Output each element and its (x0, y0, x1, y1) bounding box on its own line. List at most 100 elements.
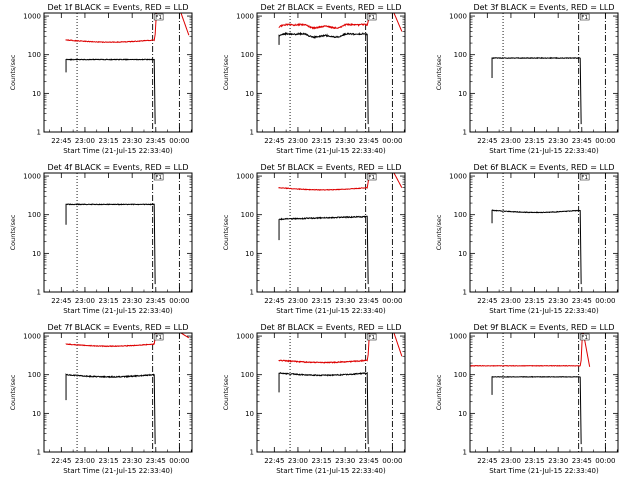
y-tick-label: 1000 (23, 333, 41, 341)
x-tick-label: 23:00 (288, 457, 308, 465)
lld-series-tail (393, 172, 403, 188)
panel-3: Det 3f BLACK = Events, RED = LLD Counts/s… (435, 3, 619, 155)
x-tick-label: 23:45 (359, 457, 379, 465)
lld-series-line (469, 332, 584, 367)
y-tick-label: 1 (37, 449, 41, 457)
panel-6: Det 6f BLACK = Events, RED = LLD Counts/s… (435, 163, 619, 315)
y-tick-label: 10 (245, 250, 254, 258)
flag-label: F1 (581, 15, 588, 21)
x-tick-label: 22:45 (51, 457, 71, 465)
x-tick-label: 23:30 (335, 297, 355, 305)
y-tick-label: 1000 (236, 333, 254, 341)
flag-box (366, 13, 377, 21)
x-axis-label: Start Time (21-Jul-15 22:33:40) (63, 147, 173, 155)
y-tick-label: 10 (245, 90, 254, 98)
panel-title: Det 7f BLACK = Events, RED = LLD (47, 323, 188, 332)
panel-title: Det 6f BLACK = Events, RED = LLD (473, 163, 614, 172)
x-tick-label: 23:30 (335, 137, 355, 145)
x-tick-label: 23:00 (288, 297, 308, 305)
flag-label: F1 (368, 335, 375, 341)
x-tick-label: 23:45 (572, 457, 592, 465)
lld-series-line (278, 172, 371, 191)
panel-title: Det 9f BLACK = Events, RED = LLD (473, 323, 614, 332)
x-tick-label: 23:15 (524, 297, 544, 305)
y-axis-label: Counts/sec (9, 214, 17, 250)
y-tick-label: 100 (28, 371, 41, 379)
x-tick-label: 23:45 (572, 297, 592, 305)
events-series-line (491, 56, 582, 125)
y-tick-label: 1 (463, 129, 467, 137)
lld-series-line (278, 12, 371, 30)
x-tick-label: 22:45 (477, 137, 497, 145)
x-tick-label: 23:15 (524, 137, 544, 145)
y-tick-label: 1 (463, 289, 467, 297)
x-tick-label: 23:45 (572, 137, 592, 145)
plot-frame (256, 12, 406, 133)
x-axis-label: Start Time (21-Jul-15 22:33:40) (63, 467, 173, 475)
x-axis-label: Start Time (21-Jul-15 22:33:40) (276, 147, 386, 155)
x-tick-label: 22:45 (264, 137, 284, 145)
x-tick-label: 23:45 (359, 297, 379, 305)
events-series-line (491, 209, 582, 285)
x-tick-label: 23:00 (288, 137, 308, 145)
panel-8: Det 8f BLACK = Events, RED = LLD Counts/s… (222, 323, 406, 475)
lld-series-line (65, 12, 158, 44)
y-tick-label: 100 (28, 51, 41, 59)
x-tick-label: 23:15 (311, 297, 331, 305)
y-tick-label: 10 (32, 90, 41, 98)
y-tick-label: 100 (241, 211, 254, 219)
panel-title: Det 3f BLACK = Events, RED = LLD (473, 3, 614, 12)
flag-label: F1 (155, 335, 162, 341)
x-tick-label: 00:00 (382, 137, 402, 145)
panel-4: Det 4f BLACK = Events, RED = LLD Counts/s… (9, 163, 193, 315)
events-series-line (65, 373, 156, 445)
plot-frame (43, 172, 193, 293)
y-tick-label: 100 (454, 371, 467, 379)
flag-label: F1 (368, 15, 375, 21)
x-tick-label: 22:45 (51, 137, 71, 145)
flag-label: F1 (368, 175, 375, 181)
plot-frame (256, 172, 406, 293)
y-tick-label: 10 (458, 250, 467, 258)
x-tick-label: 00:00 (595, 137, 615, 145)
x-tick-label: 23:30 (122, 137, 142, 145)
x-axis-label: Start Time (21-Jul-15 22:33:40) (489, 467, 599, 475)
y-axis-label: Counts/sec (222, 214, 230, 250)
lld-series-line (278, 332, 371, 364)
x-tick-label: 23:15 (98, 137, 118, 145)
panel-9: Det 9f BLACK = Events, RED = LLD Counts/s… (435, 323, 619, 475)
x-tick-label: 23:15 (524, 457, 544, 465)
x-tick-label: 23:00 (75, 297, 95, 305)
y-tick-label: 1000 (23, 173, 41, 181)
y-tick-label: 1000 (449, 173, 467, 181)
y-tick-label: 10 (245, 410, 254, 418)
y-axis-label: Counts/sec (222, 54, 230, 90)
x-tick-label: 00:00 (595, 457, 615, 465)
x-tick-label: 23:15 (98, 297, 118, 305)
flag-box (579, 13, 590, 21)
x-axis-label: Start Time (21-Jul-15 22:33:40) (489, 147, 599, 155)
flag-box (153, 13, 164, 21)
flag-label: F1 (581, 175, 588, 181)
x-tick-label: 23:15 (311, 137, 331, 145)
plot-frame (469, 172, 619, 293)
flag-label: F1 (155, 175, 162, 181)
flag-box (579, 173, 590, 181)
panel-7: Det 7f BLACK = Events, RED = LLD Counts/s… (9, 323, 193, 475)
y-axis-label: Counts/sec (9, 54, 17, 90)
plot-frame (469, 332, 619, 453)
x-axis-label: Start Time (21-Jul-15 22:33:40) (489, 307, 599, 315)
y-tick-label: 1 (250, 289, 254, 297)
flag-box (153, 333, 164, 341)
plot-frame (43, 332, 193, 453)
x-tick-label: 23:00 (501, 457, 521, 465)
y-tick-label: 1 (250, 129, 254, 137)
flag-box (579, 333, 590, 341)
y-axis-label: Counts/sec (435, 214, 443, 250)
y-tick-label: 10 (32, 410, 41, 418)
x-tick-label: 23:45 (146, 137, 166, 145)
panel-title: Det 4f BLACK = Events, RED = LLD (47, 163, 188, 172)
x-tick-label: 22:45 (264, 297, 284, 305)
x-tick-label: 23:30 (548, 137, 568, 145)
